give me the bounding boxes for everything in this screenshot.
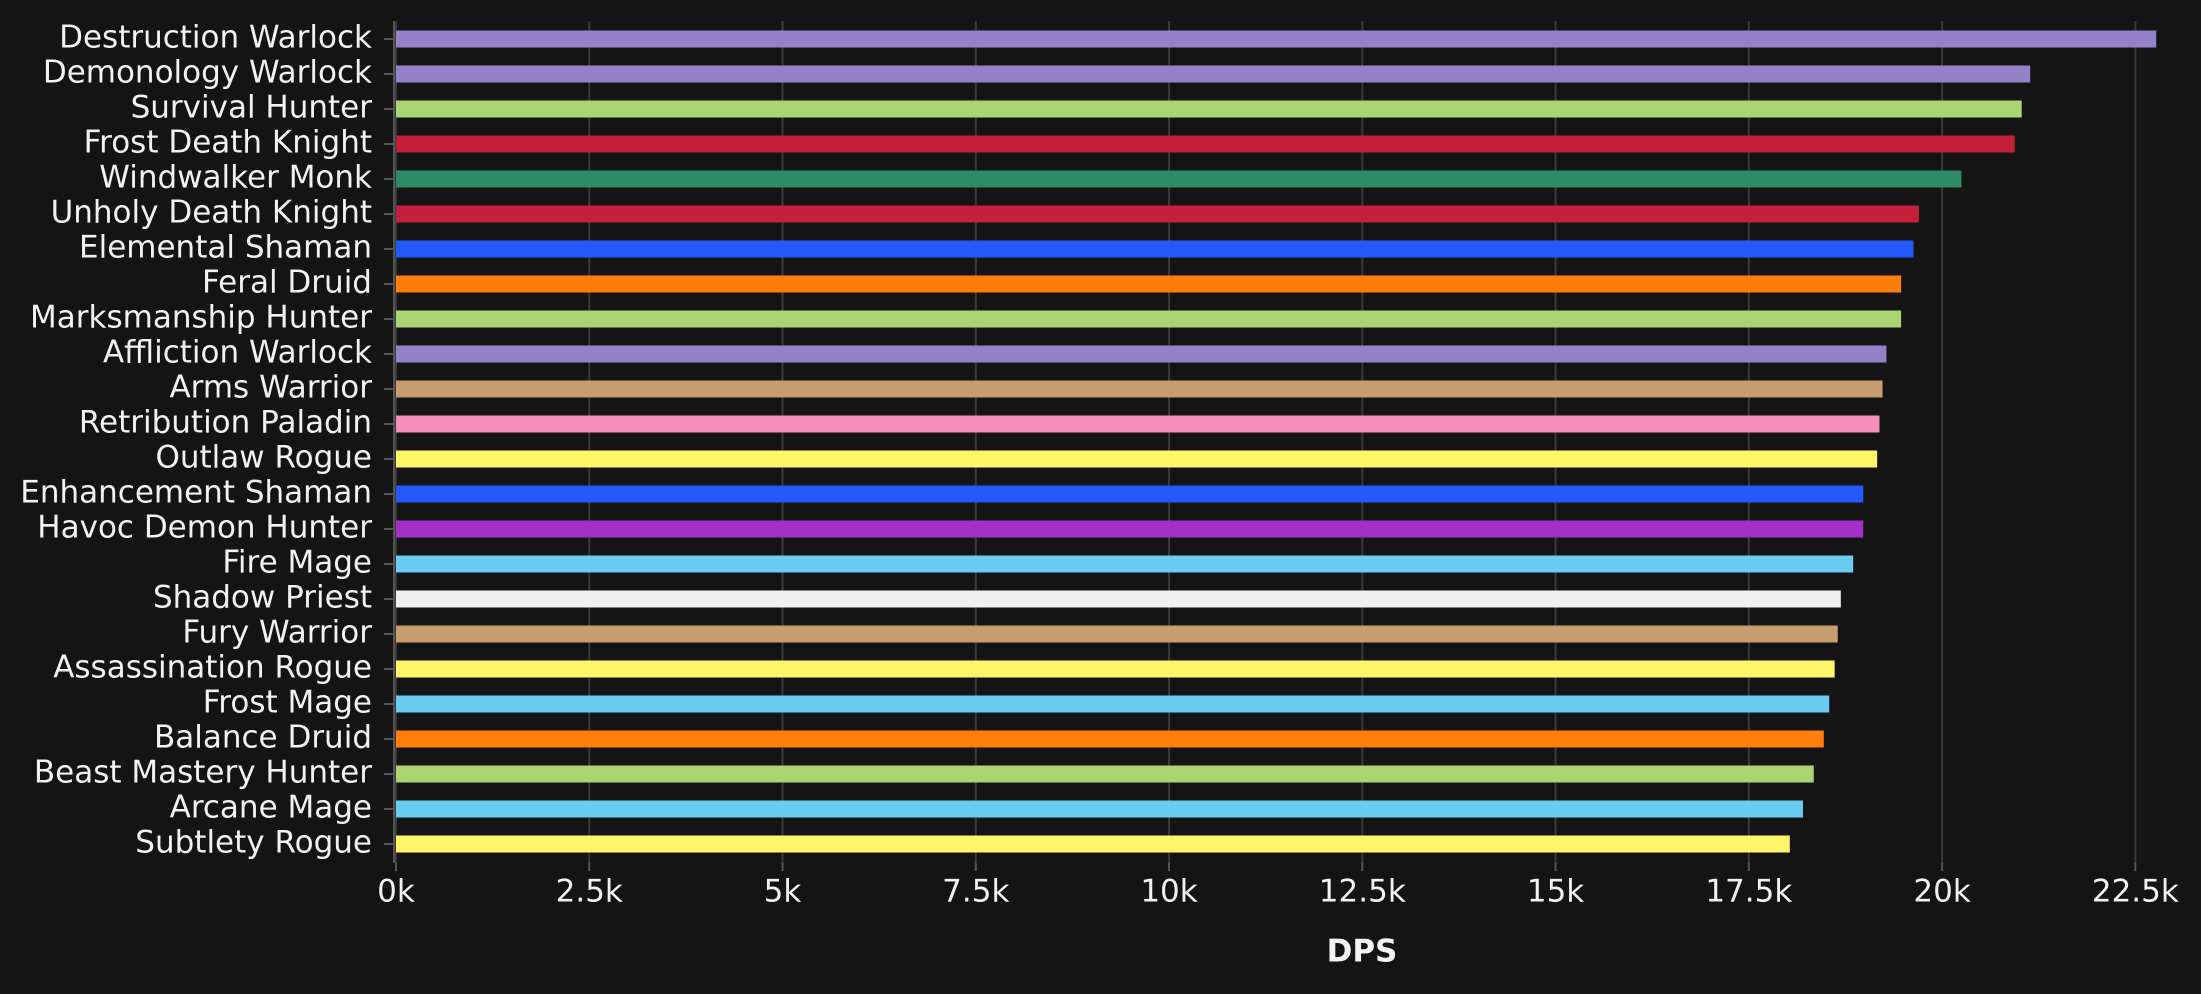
- y-tick-label: Shadow Priest: [153, 580, 372, 616]
- y-tick-label: Outlaw Rogue: [155, 440, 372, 476]
- y-tick-label: Unholy Death Knight: [51, 195, 372, 231]
- x-tick-label: 5k: [764, 874, 802, 910]
- y-tick-label: Fire Mage: [222, 545, 372, 581]
- x-axis-label: DPS: [1327, 934, 1398, 970]
- bar: [396, 520, 1864, 538]
- y-tick-label: Frost Mage: [203, 685, 372, 721]
- bar: [396, 835, 1790, 853]
- y-tick-label: Frost Death Knight: [84, 125, 372, 161]
- bar: [396, 205, 1919, 223]
- y-tick-label: Arms Warrior: [169, 370, 372, 406]
- bar: [396, 625, 1838, 643]
- y-tick-label: Subtlety Rogue: [135, 825, 372, 861]
- y-tick-label: Havoc Demon Hunter: [37, 510, 372, 546]
- bar: [396, 415, 1880, 433]
- bar: [396, 695, 1830, 713]
- bar: [396, 240, 1914, 258]
- y-tick-label: Elemental Shaman: [79, 230, 372, 266]
- y-tick-label: Destruction Warlock: [59, 20, 372, 56]
- bar: [396, 275, 1902, 293]
- y-tick-label: Beast Mastery Hunter: [34, 755, 372, 791]
- x-tick-label: 0k: [377, 874, 415, 910]
- y-tick-label: Fury Warrior: [182, 615, 372, 651]
- bar: [396, 800, 1803, 818]
- x-tick-label: 20k: [1913, 874, 1970, 910]
- bar: [396, 65, 2031, 83]
- y-tick-label: Windwalker Monk: [99, 160, 372, 196]
- y-tick-label: Arcane Mage: [170, 790, 372, 826]
- bar: [396, 450, 1878, 468]
- x-tick-label: 17.5k: [1705, 874, 1792, 910]
- bar: [396, 345, 1887, 363]
- x-tick-label: 22.5k: [2092, 874, 2179, 910]
- y-tick-label: Enhancement Shaman: [20, 475, 372, 511]
- y-tick-label: Balance Druid: [154, 720, 372, 756]
- bar: [396, 660, 1835, 678]
- x-tick-label: 15k: [1527, 874, 1584, 910]
- bar: [396, 730, 1824, 748]
- y-tick-label: Marksmanship Hunter: [30, 300, 372, 336]
- bar: [396, 30, 2157, 48]
- bar: [396, 170, 1962, 188]
- bar: [396, 380, 1883, 398]
- bar: [396, 310, 1902, 328]
- y-tick-label: Demonology Warlock: [43, 55, 372, 91]
- x-tick-label: 12.5k: [1319, 874, 1406, 910]
- x-tick-label: 10k: [1140, 874, 1197, 910]
- bar: [396, 135, 2015, 153]
- y-tick-label: Survival Hunter: [131, 90, 373, 126]
- bar: [396, 555, 1854, 573]
- y-tick-label: Affliction Warlock: [103, 335, 372, 371]
- bar: [396, 100, 2022, 118]
- x-tick-label: 7.5k: [942, 874, 1009, 910]
- x-tick-label: 2.5k: [556, 874, 623, 910]
- bar: [396, 765, 1814, 783]
- y-tick-label: Assassination Rogue: [53, 650, 372, 686]
- y-tick-label: Feral Druid: [202, 265, 372, 301]
- bar: [396, 590, 1841, 608]
- y-tick-label: Retribution Paladin: [79, 405, 372, 441]
- bar: [396, 485, 1864, 503]
